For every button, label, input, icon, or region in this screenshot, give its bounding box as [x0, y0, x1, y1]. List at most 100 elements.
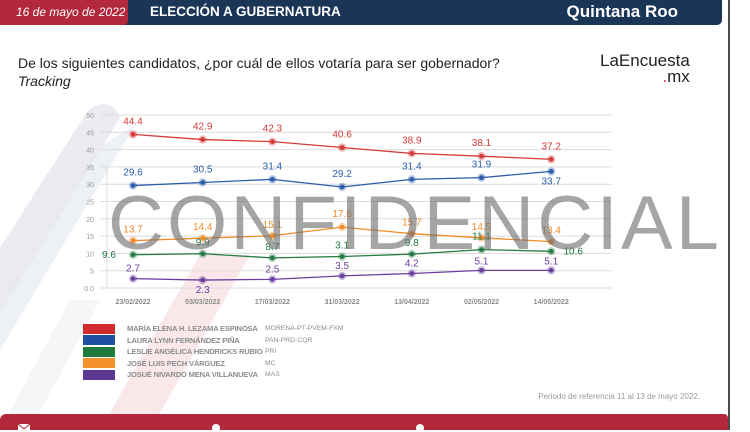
data-point — [548, 248, 554, 254]
data-point — [548, 239, 554, 245]
legend-swatch — [83, 369, 115, 380]
data-point — [339, 254, 345, 259]
header-bar: ELECCIÓN A GUBERNATURA Quintana Roo — [100, 0, 722, 25]
y-tick-label: 50 — [86, 113, 94, 120]
data-label: 44.4 — [123, 116, 143, 127]
footer-location[interactable] — [416, 424, 424, 432]
legend-candidate-name: LAURA LYNN FERNÁNDEZ PIÑA — [127, 335, 240, 345]
legend-item: JOSUÉ NIVARDO MENA VILLANUEVA MAS — [83, 369, 344, 380]
data-point — [200, 251, 206, 257]
reference-period: Periodo de referencia 11 al 13 de mayo 2… — [538, 392, 700, 401]
data-point — [270, 233, 275, 239]
legend-item: LAURA LYNN FERNÁNDEZ PIÑA PAN-PRD-CQR — [83, 335, 344, 346]
data-point — [409, 271, 415, 276]
data-point — [270, 176, 275, 182]
location-icon — [416, 424, 424, 432]
legend-swatch — [83, 358, 115, 368]
y-tick-label: 35 — [86, 165, 94, 172]
data-label: 5.1 — [544, 256, 558, 267]
window-edge — [728, 0, 730, 430]
y-tick-label: 40 — [86, 148, 94, 155]
data-point — [479, 267, 484, 273]
data-point — [200, 235, 206, 241]
data-label: 31.4 — [402, 161, 422, 172]
legend-party: PAN-PRD-CQR — [265, 336, 313, 344]
data-point — [409, 231, 415, 237]
x-tick-label: 31/03/2022 — [325, 299, 360, 306]
data-point — [130, 252, 136, 258]
data-label: 3.1 — [335, 241, 349, 252]
x-tick-label: 17/03/2022 — [255, 299, 290, 306]
x-tick-label: 13/04/2022 — [394, 299, 429, 306]
data-label: 14.5 — [472, 222, 492, 233]
data-label: 42.9 — [193, 122, 213, 133]
data-point — [270, 139, 275, 145]
data-point — [339, 273, 345, 279]
data-label: 9.8 — [405, 238, 419, 249]
x-tick-label: 03/03/2022 — [185, 299, 220, 306]
header-title: ELECCIÓN A GUBERNATURA — [150, 4, 341, 19]
data-point — [270, 255, 275, 261]
data-point — [339, 224, 345, 230]
y-tick-label: 45 — [86, 130, 94, 137]
legend-item: MARÍA ELENA H. LEZAMA ESPINOSA MORENA-PT… — [83, 323, 344, 334]
y-axis-ticks: 0.0 5 10 15 20 25 30 35 40 45 50 — [84, 113, 94, 293]
data-point — [130, 238, 136, 243]
legend-candidate-name: JOSÉ LUIS PECH VÁRGUEZ — [127, 358, 225, 368]
data-label: 2.5 — [265, 264, 279, 275]
data-point — [339, 145, 345, 150]
mail-icon — [18, 424, 30, 432]
data-label: 2.7 — [126, 264, 140, 275]
data-label: 29.6 — [123, 168, 143, 179]
data-label: 42.3 — [263, 124, 283, 135]
logo-main: LaEncuesta — [600, 51, 690, 70]
data-label: 17.6 — [332, 209, 352, 220]
logo-dot: . — [662, 67, 668, 86]
phone-icon — [212, 424, 220, 432]
data-point — [130, 276, 136, 282]
data-point — [130, 131, 136, 137]
data-label: 2.3 — [196, 285, 210, 296]
data-label: 9.6 — [102, 250, 116, 261]
footer-phone[interactable] — [212, 424, 220, 432]
legend-candidate-name: JOSUÉ NIVARDO MENA VILLANUEVA — [127, 370, 258, 379]
header-state: Quintana Roo — [566, 2, 678, 21]
y-tick-label: 25 — [86, 200, 94, 207]
data-label: 14.4 — [193, 222, 213, 233]
legend-party: PRI — [265, 348, 277, 355]
data-point — [479, 175, 484, 181]
legend-item: LESLIE ANGÉLICA HENDRICKS RUBIO PRI — [83, 346, 344, 357]
legend-candidate-name: MARÍA ELENA H. LEZAMA ESPINOSA — [127, 324, 258, 333]
y-tick-label: 15 — [86, 234, 94, 241]
legend-swatch — [83, 323, 115, 334]
data-point — [409, 251, 415, 257]
data-label: 29.2 — [332, 169, 352, 180]
data-label: 13.7 — [123, 225, 143, 236]
data-point — [409, 151, 415, 156]
data-point — [479, 153, 484, 159]
footer-email[interactable] — [18, 424, 30, 432]
data-label: 38.9 — [402, 135, 422, 146]
data-label: 5.1 — [475, 256, 489, 267]
data-point — [200, 277, 206, 283]
legend-candidate-name: LESLIE ANGÉLICA HENDRICKS RUBIO — [127, 347, 263, 356]
data-label: 13.4 — [541, 226, 561, 237]
data-point — [548, 168, 554, 174]
legend-swatch — [83, 335, 115, 345]
data-point — [548, 156, 554, 162]
x-axis-ticks: 23/02/2022 03/03/2022 17/03/2022 31/03/2022… — [115, 299, 568, 306]
data-point — [479, 235, 484, 241]
data-point — [130, 183, 136, 188]
footer-bar — [0, 414, 728, 432]
legend-swatch — [83, 346, 115, 357]
chart-data-labels: 44.4 42.9 42.3 40.6 38.9 38.1 37.2 29.6 30.5 31.4… — [102, 116, 583, 296]
data-label: 33.7 — [541, 176, 561, 187]
data-label: 15.1 — [263, 220, 283, 231]
y-tick-label: 5 — [90, 269, 94, 276]
header-date: 16 de mayo de 2022 — [16, 5, 126, 19]
data-label: 30.5 — [193, 164, 213, 175]
data-label: 37.2 — [541, 141, 561, 152]
window-margin — [730, 0, 750, 430]
data-label: 38.1 — [472, 138, 492, 149]
chart-grid — [100, 114, 612, 289]
